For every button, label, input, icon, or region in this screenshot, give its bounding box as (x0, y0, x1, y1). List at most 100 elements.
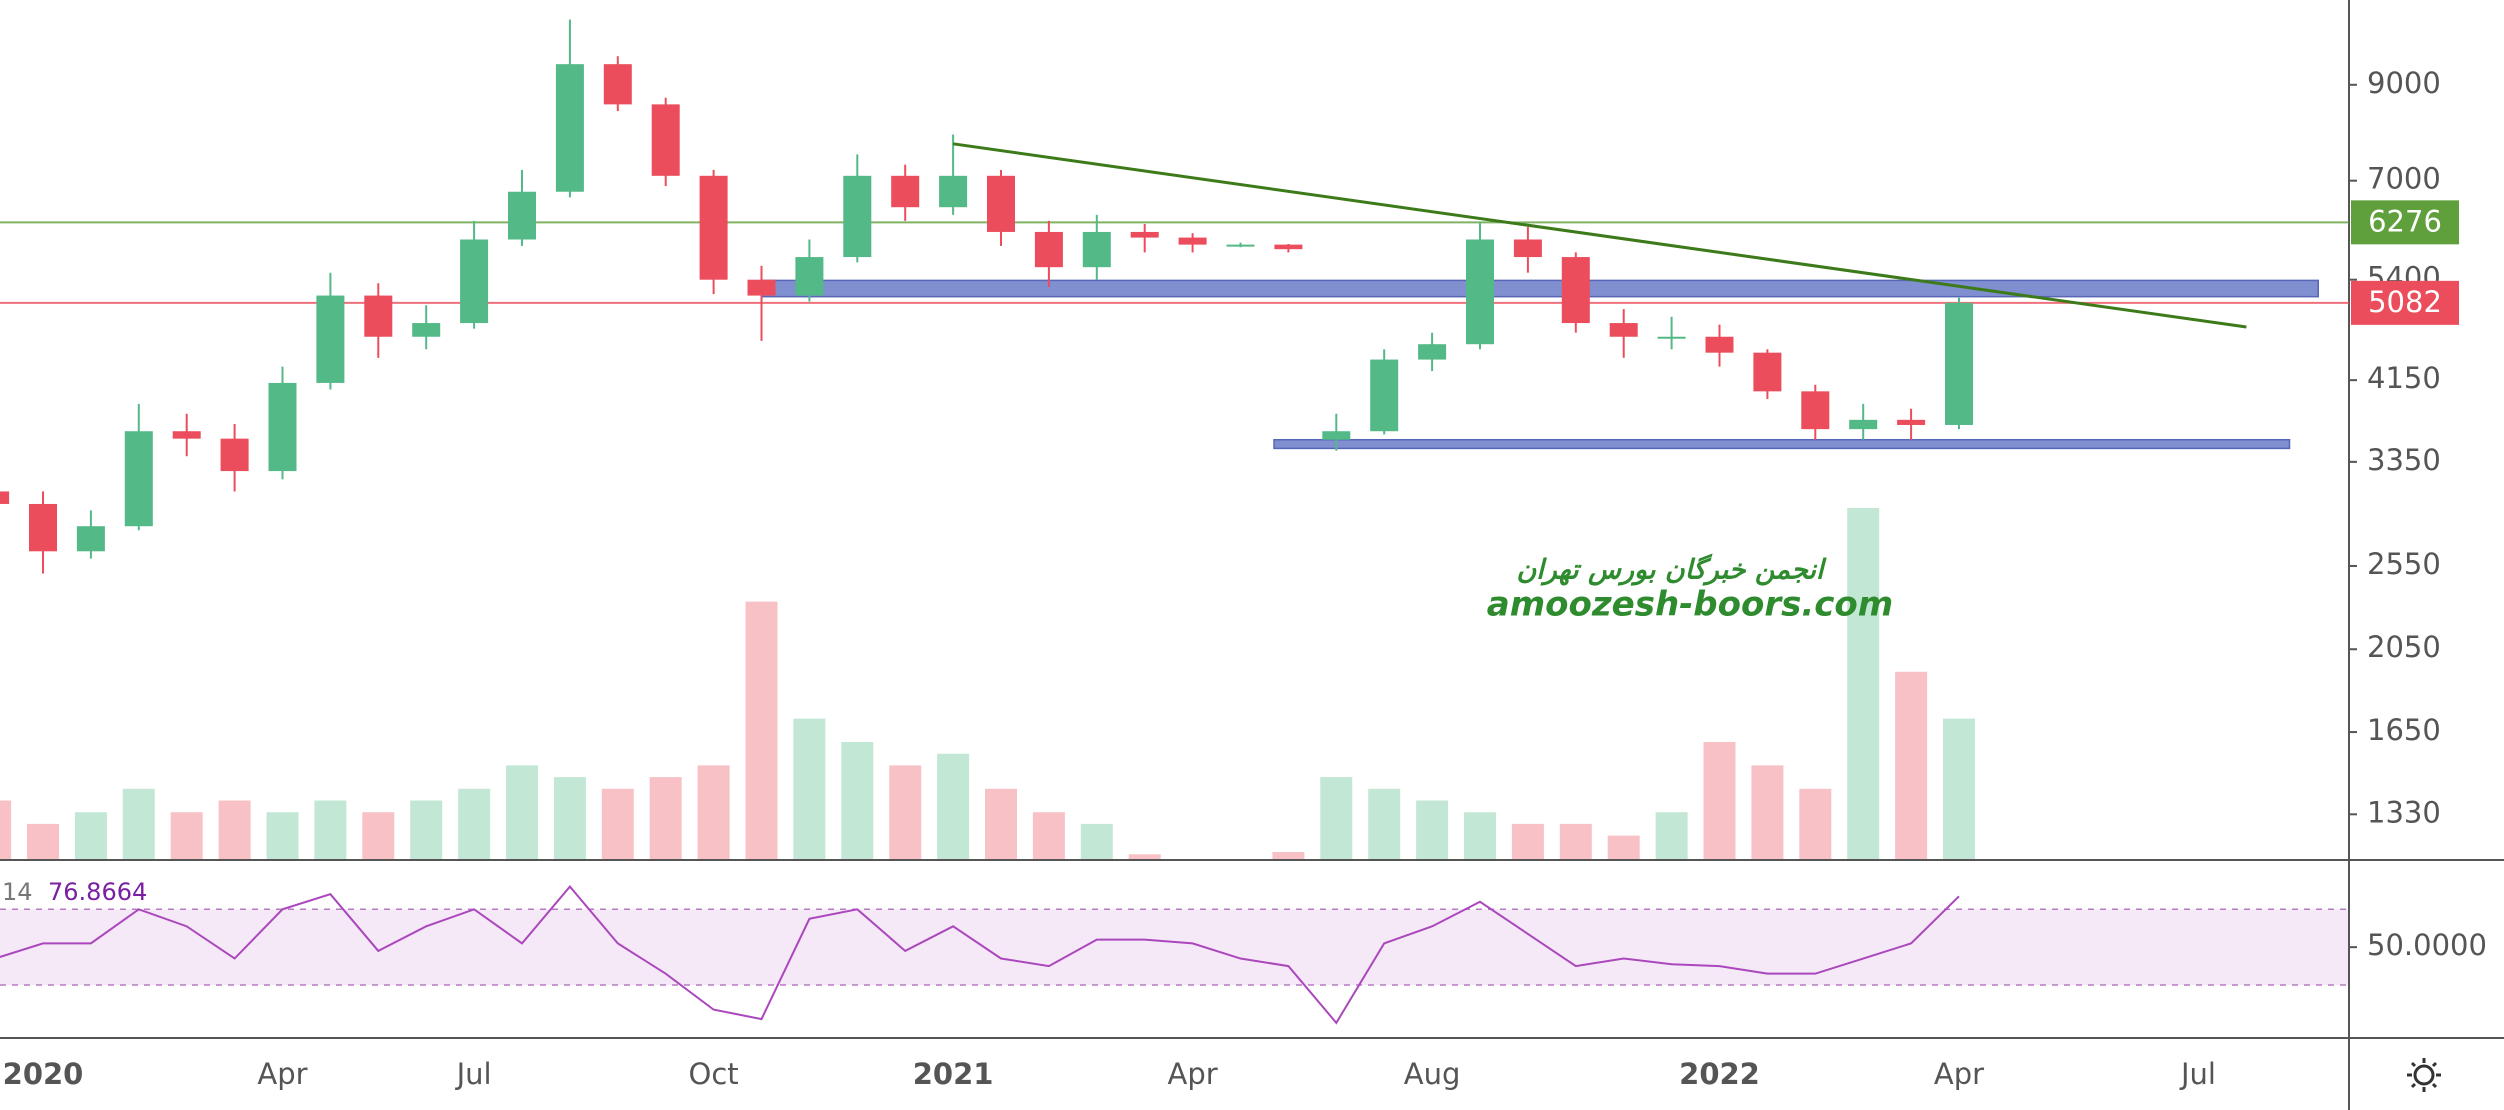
support-zone (1273, 438, 2291, 450)
volume-bar (1847, 508, 1880, 859)
candle-body (1945, 302, 1973, 425)
volume-bar (170, 812, 203, 859)
volume-bar (1416, 800, 1449, 859)
candle-body (1609, 323, 1638, 337)
candle-body (1849, 419, 1878, 430)
price-label-box (2351, 280, 2459, 325)
candle-body (1226, 244, 1255, 247)
candle-body (747, 279, 776, 296)
volume-bar (1895, 671, 1928, 859)
watermark-url: amoozesh-boors.com (1487, 585, 1893, 625)
volume-bar (793, 718, 826, 859)
volume-bar (601, 788, 634, 859)
volume-bar (1272, 851, 1305, 859)
candle-body (29, 503, 57, 552)
candle-body (1034, 231, 1063, 268)
price-label: 6276 (2368, 204, 2442, 238)
support-zone (760, 279, 2319, 298)
settings-icon-ring (2413, 1064, 2435, 1086)
volume-bar (1559, 823, 1592, 859)
candle-body (1322, 431, 1351, 440)
candle-body (124, 431, 153, 527)
candle-body (1370, 359, 1399, 432)
volume-bar (553, 777, 586, 859)
volume-bar (649, 777, 682, 859)
candle-body (555, 64, 584, 192)
candle-body (172, 431, 201, 439)
volume-bar (1607, 835, 1640, 859)
volume-bar (937, 753, 970, 859)
candle-body (508, 191, 536, 240)
candle-body (0, 491, 10, 504)
candle-body (76, 526, 105, 552)
y-tick-label: 1650 (2367, 713, 2441, 747)
volume-bar (266, 812, 299, 859)
x-tick-label: Apr (1934, 1057, 1984, 1091)
volume-bar (1368, 788, 1401, 859)
x-tick-label: Jul (2179, 1057, 2216, 1091)
candle-body (1418, 344, 1447, 360)
rsi-tick-label: 50.0000 (2367, 928, 2487, 962)
volume-bar (122, 788, 155, 859)
volume-bar (1751, 765, 1784, 859)
rsi-line (0, 885, 1960, 1025)
y-tick-label: 4150 (2367, 361, 2441, 395)
rsi-band (0, 909, 2349, 986)
x-tick-label: Apr (1168, 1057, 1218, 1091)
y-tick-label: 9000 (2367, 66, 2441, 100)
volume-bar (1128, 854, 1161, 859)
candle-body (795, 257, 824, 296)
candle-body (891, 175, 920, 208)
volume-bar (889, 765, 922, 859)
y-tick-label: 7000 (2367, 162, 2441, 196)
candle-body (1705, 336, 1734, 353)
volume-bar (410, 800, 443, 859)
volume-bar (1320, 777, 1353, 859)
volume-bar (314, 800, 347, 859)
volume-bar (841, 742, 874, 859)
candle-body (1466, 239, 1494, 345)
y-tick-label: 3350 (2367, 443, 2441, 477)
candle-body (1082, 231, 1111, 268)
candle-body (1274, 244, 1303, 250)
x-tick-label: 2022 (1679, 1057, 1760, 1091)
candle-body (651, 104, 680, 176)
y-tick-label: 1330 (2367, 795, 2441, 829)
volume-bar (1799, 788, 1832, 859)
volume-bar (1943, 718, 1975, 859)
candle-body (1801, 391, 1830, 430)
candle-body (603, 64, 632, 105)
candle-body (843, 175, 872, 258)
candle-body (1513, 239, 1542, 258)
x-tick-label: 2020 (3, 1057, 84, 1091)
candle-body (1657, 336, 1686, 339)
volume-bar (1703, 742, 1736, 859)
y-tick-label: 2550 (2367, 547, 2441, 581)
candle-body (987, 175, 1015, 232)
x-tick-label: Aug (1404, 1057, 1461, 1091)
settings-icon[interactable] (2407, 1058, 2441, 1092)
candle-body (268, 382, 297, 472)
volume-bar (1032, 812, 1065, 859)
volume-bar (1511, 823, 1544, 859)
candle-body (220, 438, 249, 472)
rsi-value: 76.8664 (48, 878, 147, 906)
volume-bar (506, 765, 538, 859)
volume-bar (1080, 823, 1113, 859)
x-tick-label: Oct (689, 1057, 739, 1091)
settings-icon-rays (2407, 1058, 2441, 1092)
candle-body (1753, 352, 1782, 392)
volume-bar (362, 812, 395, 859)
watermark-fa: انجمن خبرگان بورس تهران (1516, 554, 1827, 587)
volume-bar (218, 800, 251, 859)
volume-bar (0, 800, 12, 859)
volume-bar (985, 788, 1017, 859)
candle-body (1130, 231, 1159, 238)
candle-body (699, 175, 728, 280)
candle-body (1897, 419, 1926, 425)
x-tick-label: Jul (455, 1057, 492, 1091)
price-label: 5082 (2368, 285, 2442, 319)
rsi-length: 14 (2, 878, 33, 906)
volume-bar (1464, 812, 1496, 859)
